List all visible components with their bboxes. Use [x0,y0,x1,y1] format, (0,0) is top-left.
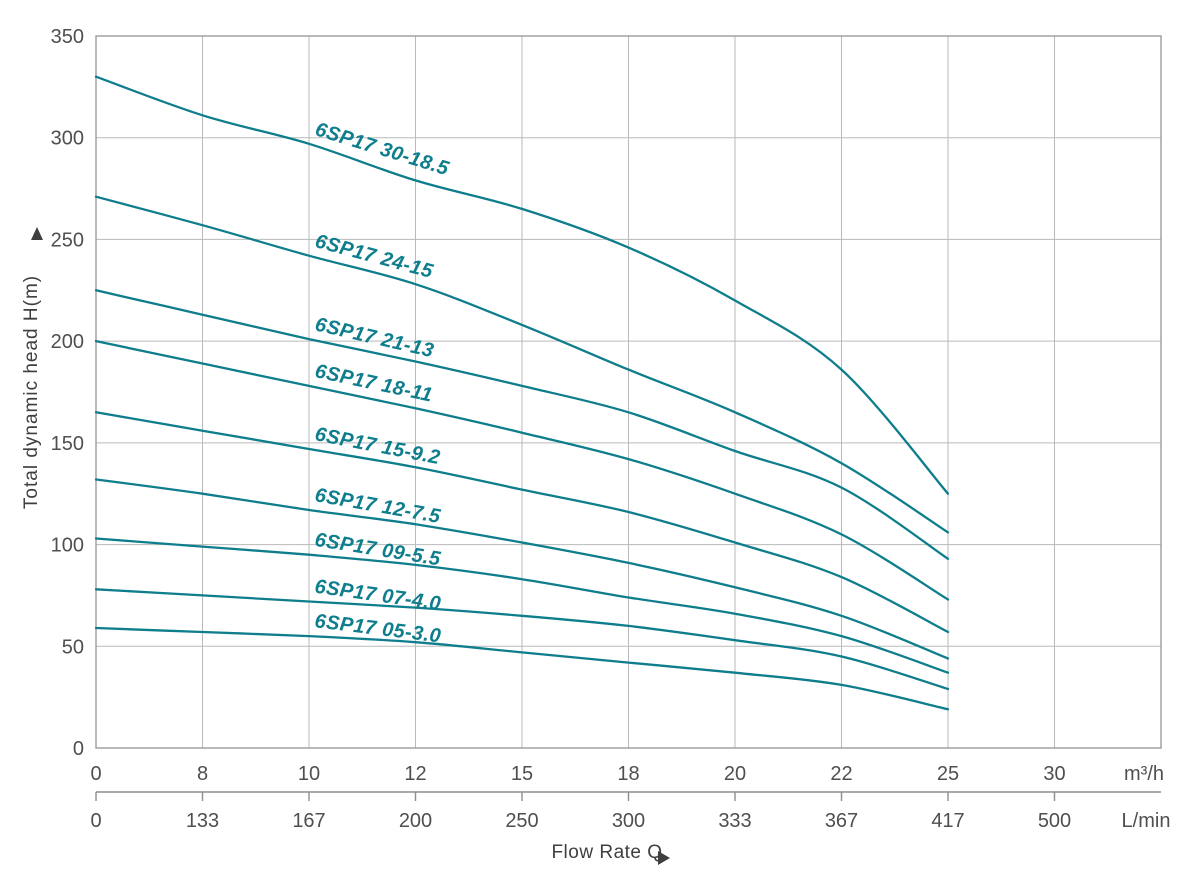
x-tick-label-m3h: 20 [724,763,746,785]
x-tick-label-lmin: 367 [825,810,858,832]
x-tick-label-lmin: 133 [186,810,219,832]
y-tick-label: 100 [51,535,84,557]
y-axis-title: Total dynamic head H(m) [21,275,42,509]
curve-label: 6SP17 21-13 [313,314,436,363]
x-tick-label-lmin: 0 [90,810,101,832]
curve-label: 6SP17 09-5.5 [313,529,442,571]
y-tick-label: 200 [51,331,84,353]
curve-6sp17-30-18.5 [94,75,950,495]
x-axis-lmin: 0 133 167 200 250 300 333 367 417 500 L/min [90,791,1171,832]
x-tick-label-lmin: 167 [292,810,325,832]
curve-6sp17-18-11 [94,339,950,601]
y-tick-label: 50 [62,636,84,658]
curve-labels: 6SP17 30-18.5 6SP17 24-15 6SP17 21-13 6SP17… [313,119,452,648]
curve-6sp17-09-5.5 [94,537,950,674]
x-tick-label-lmin: 500 [1038,810,1071,832]
x-tick-label-m3h: 10 [298,763,320,785]
unit-lmin: L/min [1122,810,1171,832]
x-tick-label-m3h: 18 [617,763,639,785]
pump-curves [94,75,950,711]
plot-border [95,35,1162,749]
x-tick-label-m3h: 25 [937,763,959,785]
x-tick-label-m3h: 0 [90,763,101,785]
x-tick-label-m3h: 15 [511,763,533,785]
x-tick-label-lmin: 417 [931,810,964,832]
y-tick-label: 350 [51,26,84,48]
curve-label: 6SP17 07-4.0 [313,576,442,615]
curve-6sp17-05-3.0 [94,626,950,711]
grid-lines [95,35,1162,749]
curve-label: 6SP17 05-3.0 [313,610,442,647]
curve-label: 6SP17 15-9.2 [313,423,442,469]
curve-6sp17-24-15 [94,195,950,534]
x-tick-label-lmin: 250 [505,810,538,832]
unit-m3h: m³/h [1124,763,1164,785]
right-arrow-icon [658,851,670,865]
x-tick-label-m3h: 22 [830,763,852,785]
up-arrow-icon [31,227,43,240]
curve-6sp17-21-13 [94,289,950,560]
curve-6sp17-15-9.2 [94,411,950,634]
curve-label: 6SP17 30-18.5 [313,119,452,181]
x-tick-label-lmin: 300 [612,810,645,832]
curve-6sp17-07-4.0 [94,588,950,691]
x-tick-label-m3h: 30 [1043,763,1065,785]
x-tick-label-lmin: 200 [399,810,432,832]
x-tick-label-lmin: 333 [718,810,751,832]
y-tick-label: 250 [51,229,84,251]
x-axis-title: Flow Rate Q [551,842,662,863]
curve-label: 6SP17 24-15 [313,230,436,283]
curve-label: 6SP17 12-7.5 [313,484,442,528]
x-tick-label-m3h: 8 [197,763,208,785]
y-tick-label: 150 [51,433,84,455]
curve-6sp17-12-7.5 [94,478,950,660]
x-axis-m3h: 0 8 10 12 15 18 20 22 25 30 m³/h [90,763,1164,785]
x-tick-label-m3h: 12 [404,763,426,785]
y-tick-labels: 350 300 250 200 150 100 50 0 [51,26,84,760]
y-tick-label: 0 [73,738,84,760]
y-tick-label: 300 [51,128,84,150]
